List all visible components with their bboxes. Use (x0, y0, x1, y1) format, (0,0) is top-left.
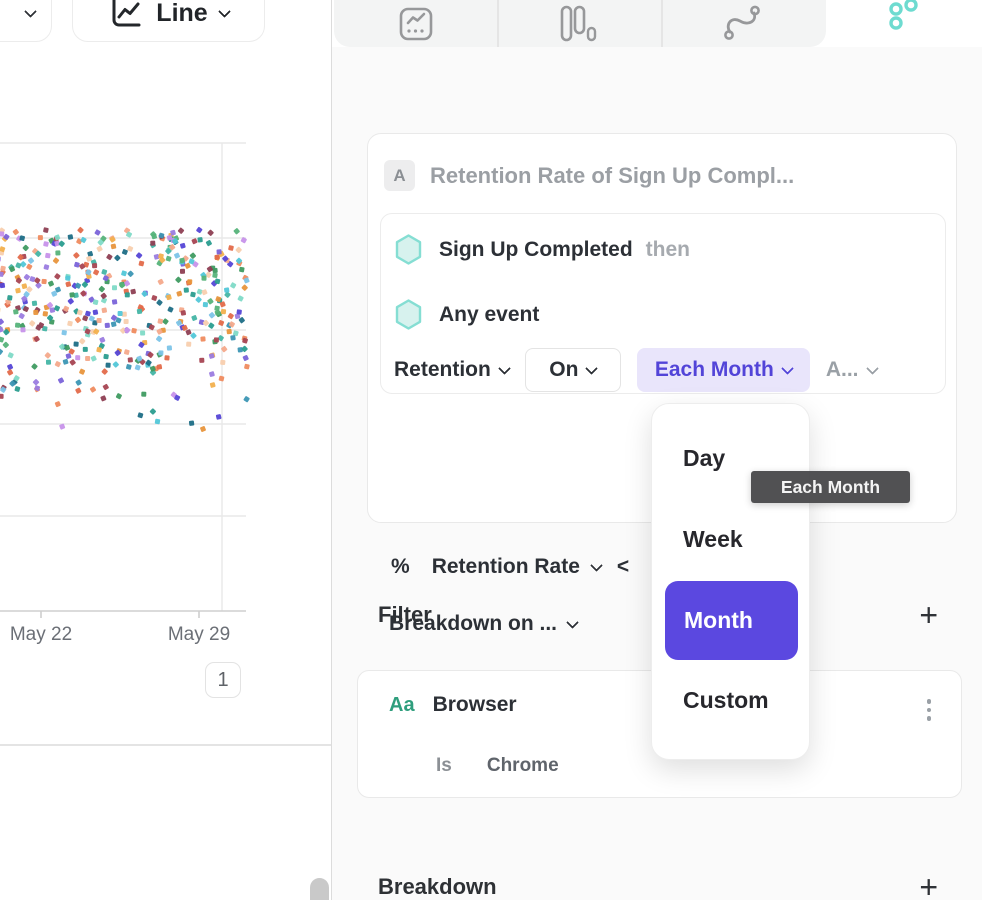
chart-type-label: Line (156, 0, 208, 27)
filter-value-dropdown[interactable]: Chrome (486, 755, 559, 776)
filter-operator-dropdown[interactable]: Is (436, 755, 452, 776)
breakdown-section-header: Breakdown + (378, 868, 938, 900)
scrollbar-thumb[interactable] (310, 878, 329, 900)
tab-bars[interactable] (498, 0, 658, 47)
measure-row: % Retention Rate < (391, 555, 629, 579)
tab-scatter-active[interactable] (882, 0, 926, 38)
x-axis-tick-label: May 29 (167, 624, 231, 645)
view-tabbar (334, 0, 826, 47)
metric-title[interactable]: Retention Rate of Sign Up Compl... (430, 162, 795, 188)
panel-divider (331, 0, 333, 900)
filter-condition-row: Is Chrome (436, 755, 559, 777)
chevron-down-icon[interactable] (590, 558, 603, 572)
actual-dropdown[interactable]: A... (825, 358, 879, 382)
bar-columns-icon (560, 5, 597, 41)
filter-heading: Filter (378, 602, 432, 627)
tab-flow[interactable] (662, 0, 822, 47)
chart-type-line-button[interactable]: Line (72, 0, 265, 42)
menu-item-week[interactable]: Week (683, 526, 743, 552)
chevron-down-icon (497, 361, 511, 375)
breakdown-on-label: Breakdown on ... (389, 612, 558, 635)
metric-label-badge: A (384, 160, 415, 191)
pagination-page-button[interactable]: 1 (205, 662, 241, 698)
menu-item-day[interactable]: Day (683, 445, 726, 471)
scatter-dots-icon (889, 0, 918, 30)
retention-mode-dropdown[interactable]: Retention (394, 358, 511, 382)
on-dropdown[interactable]: On (524, 348, 621, 392)
chevron-down-icon (585, 361, 599, 375)
on-label: On (549, 358, 579, 381)
metric-card-header: A Retention Rate of Sign Up Compl... (384, 160, 794, 191)
filter-section-header: Filter + (378, 596, 938, 634)
filter-property-row[interactable]: Aa Browser (389, 693, 517, 717)
line-chart-icon (112, 0, 141, 27)
page-number: 1 (217, 668, 229, 691)
collapsed-dropdown-button[interactable] (0, 0, 52, 42)
event-row-first[interactable]: Sign Up Completed then (395, 234, 690, 265)
event-hexagon-icon (395, 234, 422, 265)
interval-tooltip: Each Month (751, 471, 910, 503)
event-name: Any event (439, 302, 540, 326)
menu-item-month-selected[interactable]: Month (665, 581, 798, 660)
metric-chart-icon (399, 7, 433, 40)
add-breakdown-button[interactable]: + (919, 869, 938, 900)
event-name: Sign Up Completed (439, 237, 633, 261)
tab-metrics[interactable] (336, 0, 496, 47)
percent-sign: % (391, 555, 410, 578)
tab-separator (661, 0, 663, 47)
retention-events-card: Sign Up Completed then Any event Retenti… (380, 213, 946, 394)
chevron-down-icon (865, 361, 879, 375)
horizontal-divider (0, 744, 331, 746)
filter-property-name: Browser (432, 693, 517, 716)
scatter-plot (0, 142, 250, 618)
interval-label: Each Month (654, 358, 774, 381)
tab-separator (497, 0, 499, 47)
breakdown-on-dropdown[interactable]: Breakdown on ... (389, 612, 579, 636)
window-operator: < (616, 555, 630, 578)
retention-settings-row: Retention On Each Month A... (394, 348, 879, 392)
chart-panel: Line May 22 May 29 1 (0, 0, 332, 900)
chevron-down-icon (23, 4, 37, 18)
interval-menu: Day Week Month Custom (651, 403, 810, 760)
menu-item-custom[interactable]: Custom (683, 687, 769, 713)
add-filter-button[interactable]: + (919, 597, 938, 633)
chevron-down-icon (217, 4, 231, 18)
measure-dropdown[interactable]: Retention Rate (431, 555, 580, 578)
filter-options-kebab-icon[interactable] (923, 695, 936, 725)
actual-label: A... (825, 358, 859, 381)
flow-curve-icon (724, 5, 760, 40)
breakdown-heading: Breakdown (378, 874, 497, 899)
x-axis-tick-label: May 22 (9, 624, 73, 645)
query-builder-panel: A Retention Rate of Sign Up Compl... Sig… (332, 0, 982, 900)
text-property-icon: Aa (389, 693, 415, 716)
interval-dropdown[interactable]: Each Month (636, 348, 810, 392)
event-hexagon-icon (395, 299, 422, 330)
event-suffix: then (645, 237, 690, 261)
chevron-down-icon (780, 361, 794, 375)
retention-mode-label: Retention (394, 358, 491, 381)
event-row-second[interactable]: Any event (395, 299, 539, 330)
